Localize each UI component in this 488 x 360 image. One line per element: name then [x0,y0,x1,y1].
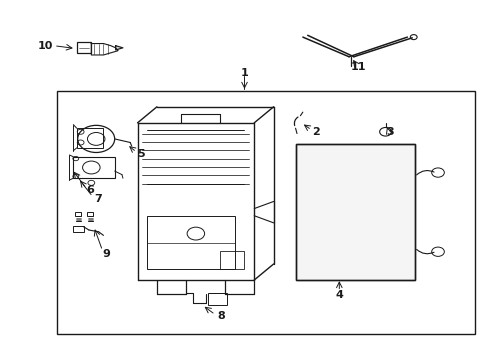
Bar [73,157,115,178]
Bar [220,251,244,269]
Bar [295,144,414,280]
Text: 1: 1 [240,68,248,78]
Bar [147,216,234,269]
Bar [77,128,103,148]
Bar [77,42,91,53]
Bar [73,226,83,232]
Text: 2: 2 [312,127,320,137]
Text: 7: 7 [94,194,102,203]
Bar [75,212,81,216]
Text: 10: 10 [38,41,53,51]
Bar [57,91,474,334]
Text: 6: 6 [86,185,94,195]
Text: 9: 9 [102,249,110,259]
Text: 5: 5 [137,149,145,159]
Polygon shape [116,46,122,50]
Bar [87,212,93,216]
Text: 4: 4 [335,290,343,300]
Bar [207,293,227,305]
Text: 11: 11 [350,63,366,72]
Text: 3: 3 [386,127,393,137]
Text: 8: 8 [217,311,224,321]
Bar [295,144,414,280]
